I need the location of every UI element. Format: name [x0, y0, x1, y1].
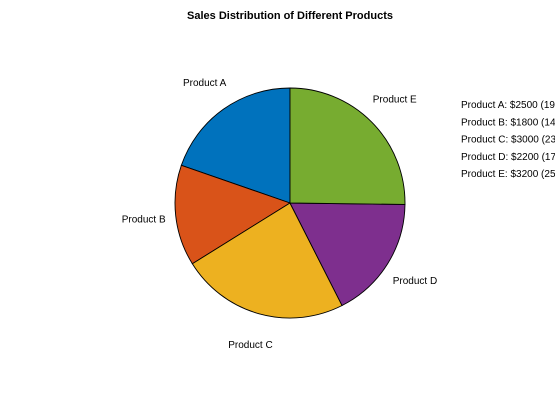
chart-title: Sales Distribution of Different Products	[187, 10, 393, 22]
legend-entry-product-c: Product C: $3000 (23.62%)	[461, 135, 555, 146]
legend-entry-product-d: Product D: $2200 (17.32%)	[461, 152, 555, 163]
pie-slice-product-e	[289, 87, 406, 205]
pie-slices	[174, 87, 406, 319]
slice-label-product-a: Product A	[183, 78, 227, 89]
legend-entry-product-e: Product E: $3200 (25.20%)	[461, 169, 555, 180]
legend: Product A: $2500 (19.69%) Product B: $180…	[461, 100, 555, 180]
slice-label-product-e: Product E	[373, 95, 417, 106]
pie-slice-product-c	[191, 202, 343, 319]
slice-label-product-d: Product D	[393, 276, 437, 287]
legend-entry-product-b: Product B: $1800 (14.17%)	[461, 117, 555, 128]
legend-entry-product-a: Product A: $2500 (19.69%)	[461, 100, 555, 111]
slice-labels: Product A Product B Product C Product D Prod…	[122, 78, 437, 351]
slice-label-product-c: Product C	[228, 340, 272, 351]
pie-slice-product-d	[289, 202, 406, 307]
pie-slice-product-b	[174, 164, 292, 265]
pie-slice-product-a	[180, 87, 291, 204]
slice-label-product-b: Product B	[122, 214, 166, 225]
